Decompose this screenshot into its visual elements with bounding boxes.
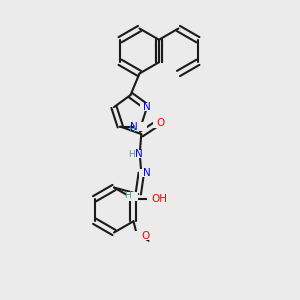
Text: O: O (141, 231, 149, 241)
Text: OH: OH (152, 194, 168, 204)
Bar (140, 103, 154, 111)
Bar (134, 122, 148, 131)
Bar (147, 195, 162, 203)
Bar (153, 119, 165, 128)
Text: N: N (130, 122, 138, 132)
Bar (126, 150, 143, 158)
Text: H: H (128, 150, 135, 159)
Text: H: H (128, 125, 134, 134)
Bar (139, 169, 151, 177)
Bar (126, 192, 138, 201)
Text: N: N (135, 149, 143, 159)
Text: N: N (143, 168, 151, 178)
Text: O: O (156, 118, 164, 128)
Bar (134, 232, 152, 240)
Text: H: H (124, 191, 131, 200)
Text: N: N (143, 102, 151, 112)
